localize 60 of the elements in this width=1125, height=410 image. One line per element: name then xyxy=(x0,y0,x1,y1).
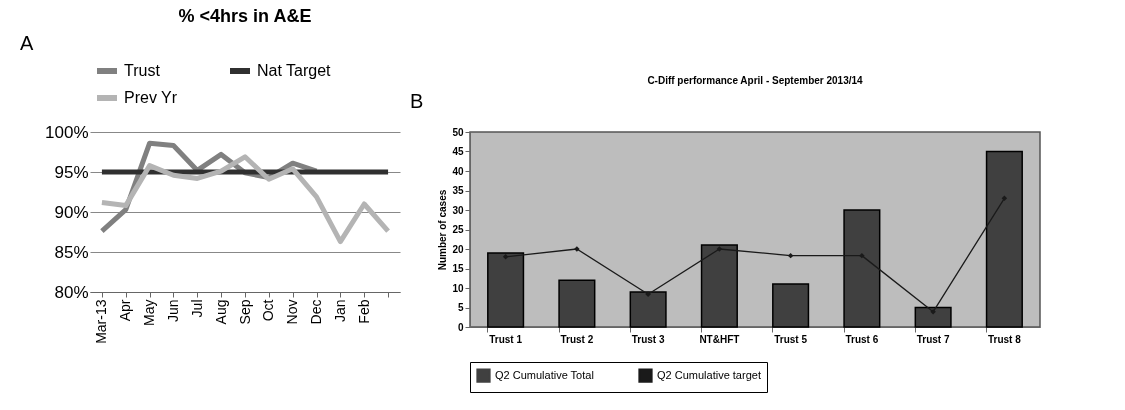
y-axis-title: Number of cases xyxy=(437,189,449,271)
x-tick-label: Aug xyxy=(212,299,229,325)
legend-label: Prev Yr xyxy=(124,89,178,106)
x-tick-label: Jul xyxy=(188,299,205,318)
text: B xyxy=(410,90,424,112)
text: A xyxy=(20,32,34,54)
y-tick-label: 85% xyxy=(54,242,89,262)
y-tick-label: 80% xyxy=(54,282,89,302)
x-tick-label: Feb xyxy=(355,299,372,324)
x-tick-label: Trust 7 xyxy=(916,333,950,345)
x-tick-label: Trust 3 xyxy=(631,333,665,345)
y-tick-label: 90% xyxy=(54,202,89,222)
y-tick-label: 45 xyxy=(452,146,464,157)
y-tick-label: 95% xyxy=(54,162,89,182)
y-tick-label: 30 xyxy=(452,204,464,216)
x-tick-label: Jan xyxy=(331,299,348,323)
y-tick-label: 0 xyxy=(457,321,464,333)
y-tick-label: 50 xyxy=(452,126,464,138)
y-tick-label: 40 xyxy=(452,165,464,177)
x-tick-label: Trust 5 xyxy=(774,333,808,345)
legend-label: Trust xyxy=(124,62,161,79)
x-tick-label: NT&HFT xyxy=(699,333,740,345)
point xyxy=(930,309,936,315)
x-tick-label: Trust 6 xyxy=(845,333,879,345)
y-tick-label: 5 xyxy=(457,302,464,313)
y-tick-label: 10 xyxy=(452,282,464,294)
chart-title: C-Diff performance April - September 2013/14 xyxy=(647,75,864,86)
chart-title: % <4hrs in A&E xyxy=(178,6,312,26)
x-tick-label: Trust 1 xyxy=(489,333,523,345)
bar xyxy=(558,279,596,328)
x-tick-label: Dec xyxy=(308,299,325,325)
bar xyxy=(487,252,525,328)
bar xyxy=(772,283,810,328)
x-tick-label: Mar-13 xyxy=(93,299,110,344)
x-tick-label: Trust 2 xyxy=(560,333,594,345)
legend-label: Nat Target xyxy=(257,62,332,79)
point xyxy=(1001,195,1008,202)
x-tick-label: May xyxy=(141,299,158,326)
x-tick-label: Jun xyxy=(164,299,181,323)
y-tick-label: 35 xyxy=(452,185,464,196)
legend-label: Q2 Cumulative Total xyxy=(495,368,594,381)
x-tick-label: Trust 8 xyxy=(987,333,1022,345)
x-tick-label: Sep xyxy=(236,299,253,325)
x-tick-label: Apr xyxy=(117,299,134,322)
point xyxy=(645,291,651,297)
bar xyxy=(700,244,738,328)
point xyxy=(502,254,509,260)
bar xyxy=(914,306,952,328)
y-tick-label: 25 xyxy=(452,224,464,235)
x-tick-label: Nov xyxy=(284,299,301,325)
point xyxy=(716,246,723,252)
bar xyxy=(629,291,667,328)
point xyxy=(859,252,865,259)
y-tick-label: 20 xyxy=(452,243,464,255)
x-tick-label: Oct xyxy=(260,299,277,322)
y-tick-label: 15 xyxy=(452,263,464,274)
bar xyxy=(843,209,881,328)
legend-label: Q2 Cumulative target xyxy=(657,368,761,381)
bar xyxy=(985,150,1023,328)
y-tick-label: 100% xyxy=(45,122,89,142)
